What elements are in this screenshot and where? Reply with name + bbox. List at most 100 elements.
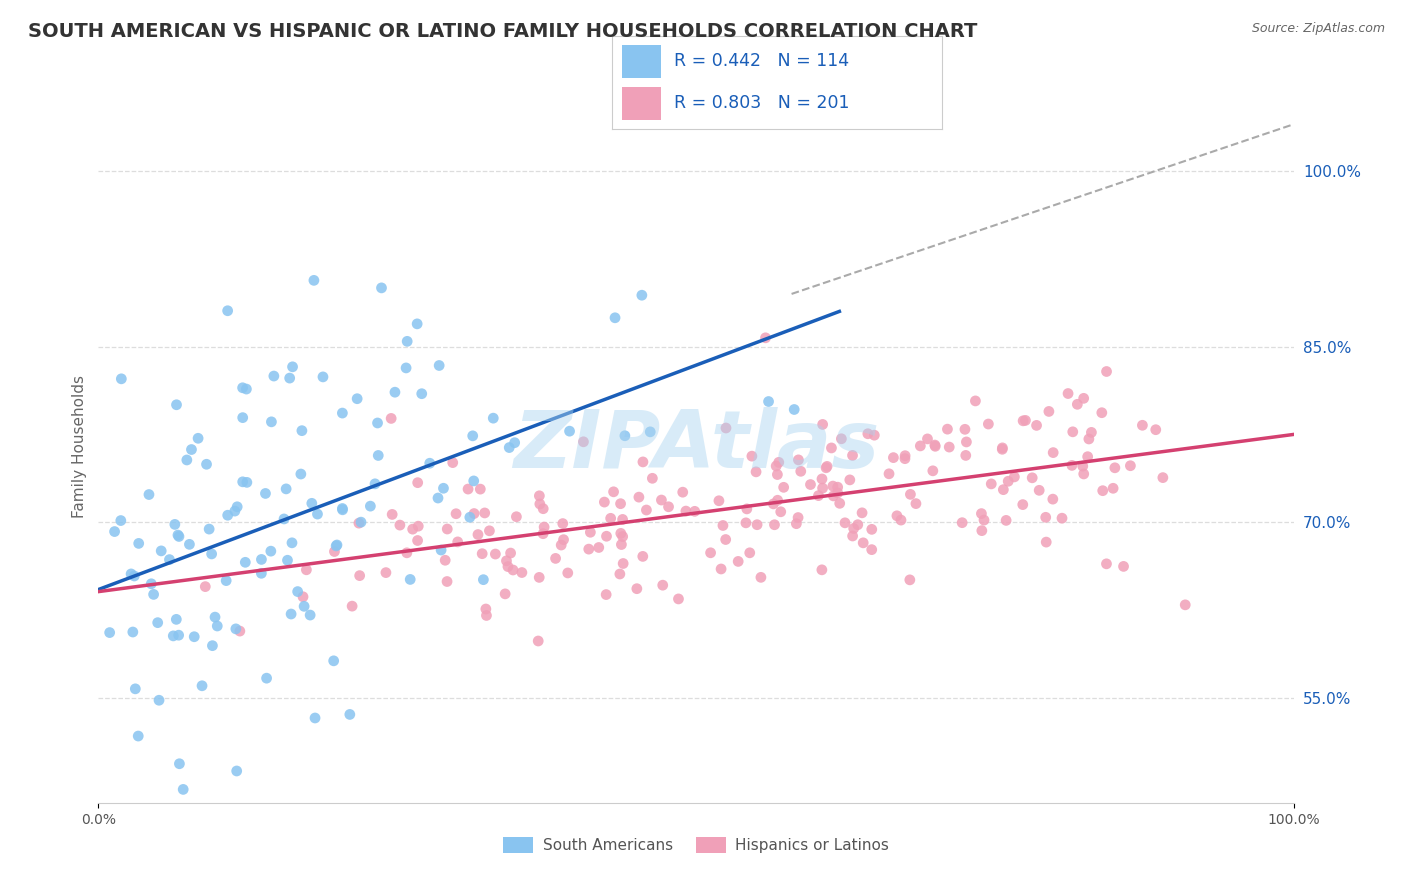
Point — [668, 591, 690, 606]
Point — [235, 382, 257, 396]
Point — [841, 449, 863, 463]
Text: R = 0.803   N = 201: R = 0.803 N = 201 — [675, 95, 849, 112]
Point — [787, 510, 810, 524]
Point — [195, 457, 218, 471]
Point — [427, 491, 450, 505]
Point — [1104, 460, 1126, 475]
Point — [292, 599, 315, 614]
Point — [820, 441, 842, 455]
Point — [762, 497, 785, 511]
Point — [1042, 445, 1064, 459]
Point — [436, 574, 458, 589]
Point — [807, 489, 830, 503]
Point — [917, 432, 939, 446]
Point — [110, 372, 132, 386]
Point — [457, 482, 479, 496]
Point — [183, 630, 205, 644]
Point — [1002, 470, 1025, 484]
Point — [529, 489, 551, 503]
Point — [434, 553, 457, 567]
Point — [124, 569, 146, 583]
Point — [484, 547, 506, 561]
Point — [860, 542, 883, 557]
Point — [811, 417, 834, 432]
Point — [672, 485, 695, 500]
Point — [973, 513, 995, 527]
Point — [281, 536, 304, 550]
Point — [910, 439, 932, 453]
Point — [482, 411, 505, 425]
Point — [301, 496, 323, 510]
Point — [110, 514, 132, 528]
Point — [312, 370, 335, 384]
Point — [374, 566, 396, 580]
Point — [225, 622, 247, 636]
Point — [141, 576, 163, 591]
Point — [127, 729, 149, 743]
Point — [841, 529, 863, 543]
Point — [1038, 404, 1060, 418]
Point — [641, 471, 664, 485]
Point — [602, 484, 624, 499]
Point — [217, 508, 239, 523]
Point — [815, 459, 838, 474]
Point — [229, 624, 252, 639]
Point — [124, 681, 146, 696]
Point — [612, 530, 634, 544]
Point — [527, 634, 550, 648]
Text: R = 0.442   N = 114: R = 0.442 N = 114 — [675, 52, 849, 70]
Point — [1132, 418, 1154, 433]
Point — [699, 546, 721, 560]
Point — [955, 449, 977, 463]
Point — [166, 398, 188, 412]
Point — [768, 455, 790, 469]
Point — [558, 424, 581, 438]
Point — [444, 507, 467, 521]
Point — [754, 331, 776, 345]
Point — [657, 500, 679, 514]
Point — [995, 513, 1018, 527]
Point — [232, 381, 254, 395]
Point — [381, 508, 404, 522]
Point — [651, 578, 673, 592]
Point — [406, 475, 429, 490]
Point — [1119, 458, 1142, 473]
Point — [578, 542, 600, 557]
Point — [254, 486, 277, 500]
Point — [1077, 432, 1099, 446]
Point — [503, 435, 526, 450]
Point — [467, 527, 489, 541]
Text: Source: ZipAtlas.com: Source: ZipAtlas.com — [1251, 22, 1385, 36]
Point — [683, 504, 706, 518]
Point — [256, 671, 278, 685]
Point — [332, 406, 354, 420]
Point — [232, 410, 254, 425]
Point — [287, 584, 309, 599]
Point — [191, 679, 214, 693]
Point — [307, 507, 329, 521]
Point — [380, 411, 402, 425]
Point — [790, 464, 813, 478]
Point — [811, 481, 834, 495]
Point — [142, 587, 165, 601]
Y-axis label: Family Households: Family Households — [72, 375, 87, 517]
Point — [406, 533, 429, 548]
Point — [475, 602, 498, 616]
Point — [1112, 559, 1135, 574]
Point — [396, 334, 419, 349]
Point — [1174, 598, 1197, 612]
Point — [1035, 535, 1057, 549]
Point — [165, 612, 187, 626]
Point — [225, 764, 247, 778]
Text: SOUTH AMERICAN VS HISPANIC OR LATINO FAMILY HOUSEHOLDS CORRELATION CHART: SOUTH AMERICAN VS HISPANIC OR LATINO FAM… — [28, 22, 977, 41]
Point — [1021, 471, 1043, 485]
Point — [749, 570, 772, 584]
Text: ZIPAtlas: ZIPAtlas — [513, 407, 879, 485]
Point — [710, 562, 733, 576]
Point — [860, 522, 883, 536]
Point — [217, 303, 239, 318]
Point — [302, 273, 325, 287]
Point — [1071, 459, 1094, 474]
Point — [811, 472, 834, 486]
Point — [162, 629, 184, 643]
